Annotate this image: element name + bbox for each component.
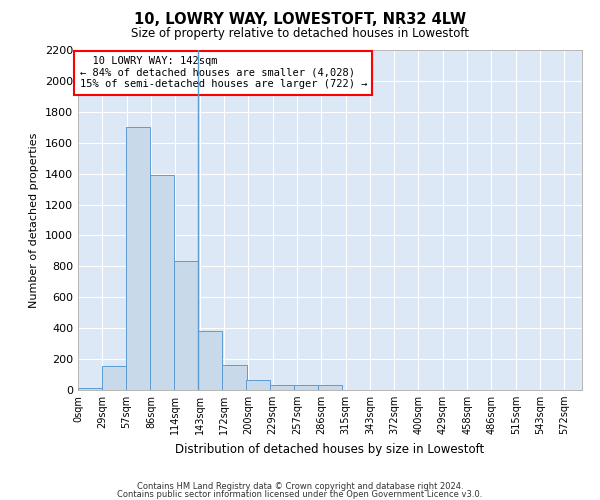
- Text: 10, LOWRY WAY, LOWESTOFT, NR32 4LW: 10, LOWRY WAY, LOWESTOFT, NR32 4LW: [134, 12, 466, 28]
- Bar: [78, 388, 103, 390]
- Bar: [173, 261, 198, 390]
- Bar: [126, 128, 150, 390]
- Bar: [318, 386, 342, 390]
- Text: Contains HM Land Registry data © Crown copyright and database right 2024.: Contains HM Land Registry data © Crown c…: [137, 482, 463, 491]
- Bar: [103, 366, 127, 390]
- Y-axis label: Number of detached properties: Number of detached properties: [29, 132, 40, 308]
- Bar: [198, 330, 222, 390]
- Bar: [150, 175, 175, 390]
- Text: Size of property relative to detached houses in Lowestoft: Size of property relative to detached ho…: [131, 28, 469, 40]
- Text: Contains public sector information licensed under the Open Government Licence v3: Contains public sector information licen…: [118, 490, 482, 499]
- Bar: [222, 364, 247, 390]
- Bar: [270, 384, 295, 390]
- Bar: [246, 380, 270, 390]
- Text: 10 LOWRY WAY: 142sqm
← 84% of detached houses are smaller (4,028)
15% of semi-de: 10 LOWRY WAY: 142sqm ← 84% of detached h…: [80, 56, 367, 90]
- X-axis label: Distribution of detached houses by size in Lowestoft: Distribution of detached houses by size …: [175, 442, 485, 456]
- Bar: [293, 386, 318, 390]
